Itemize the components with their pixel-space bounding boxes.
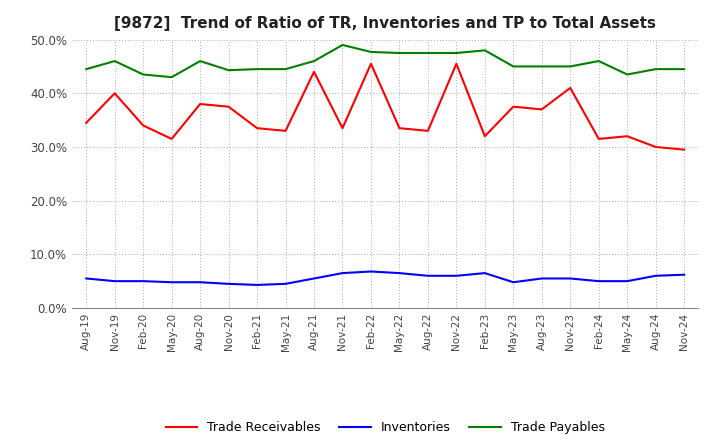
Inventories — [680, 272, 688, 277]
Trade Payables — [82, 66, 91, 72]
Inventories — [282, 281, 290, 286]
Trade Receivables — [225, 104, 233, 109]
Trade Payables — [253, 66, 261, 72]
Trade Payables — [423, 50, 432, 55]
Trade Payables — [167, 74, 176, 80]
Trade Payables — [452, 50, 461, 55]
Trade Receivables — [452, 61, 461, 66]
Trade Receivables — [82, 120, 91, 125]
Trade Receivables — [395, 125, 404, 131]
Inventories — [423, 273, 432, 279]
Line: Trade Payables: Trade Payables — [86, 45, 684, 77]
Trade Receivables — [310, 69, 318, 74]
Trade Receivables — [480, 134, 489, 139]
Inventories — [395, 271, 404, 276]
Trade Receivables — [366, 61, 375, 66]
Trade Receivables — [110, 91, 119, 96]
Trade Receivables — [652, 144, 660, 150]
Trade Payables — [366, 49, 375, 55]
Trade Payables — [139, 72, 148, 77]
Inventories — [310, 276, 318, 281]
Inventories — [338, 271, 347, 276]
Inventories — [509, 279, 518, 285]
Inventories — [652, 273, 660, 279]
Trade Payables — [509, 64, 518, 69]
Inventories — [537, 276, 546, 281]
Trade Payables — [595, 59, 603, 64]
Trade Payables — [537, 64, 546, 69]
Trade Receivables — [253, 125, 261, 131]
Trade Receivables — [595, 136, 603, 142]
Trade Receivables — [537, 107, 546, 112]
Trade Receivables — [139, 123, 148, 128]
Trade Payables — [110, 59, 119, 64]
Trade Receivables — [338, 125, 347, 131]
Trade Payables — [196, 59, 204, 64]
Trade Payables — [225, 68, 233, 73]
Trade Payables — [623, 72, 631, 77]
Inventories — [82, 276, 91, 281]
Trade Payables — [282, 66, 290, 72]
Line: Inventories: Inventories — [86, 271, 684, 285]
Trade Receivables — [509, 104, 518, 109]
Line: Trade Receivables: Trade Receivables — [86, 64, 684, 150]
Inventories — [623, 279, 631, 284]
Trade Payables — [480, 48, 489, 53]
Trade Receivables — [680, 147, 688, 152]
Trade Receivables — [282, 128, 290, 133]
Inventories — [139, 279, 148, 284]
Trade Receivables — [196, 101, 204, 106]
Inventories — [566, 276, 575, 281]
Trade Receivables — [623, 134, 631, 139]
Legend: Trade Receivables, Inventories, Trade Payables: Trade Receivables, Inventories, Trade Pa… — [161, 416, 610, 439]
Inventories — [110, 279, 119, 284]
Trade Receivables — [566, 85, 575, 91]
Trade Payables — [652, 66, 660, 72]
Inventories — [196, 279, 204, 285]
Trade Payables — [338, 42, 347, 48]
Trade Payables — [566, 64, 575, 69]
Trade Payables — [395, 50, 404, 55]
Inventories — [167, 279, 176, 285]
Title: [9872]  Trend of Ratio of TR, Inventories and TP to Total Assets: [9872] Trend of Ratio of TR, Inventories… — [114, 16, 656, 32]
Inventories — [480, 271, 489, 276]
Inventories — [253, 282, 261, 288]
Trade Payables — [680, 66, 688, 72]
Trade Receivables — [167, 136, 176, 142]
Inventories — [595, 279, 603, 284]
Inventories — [225, 281, 233, 286]
Trade Receivables — [423, 128, 432, 133]
Inventories — [452, 273, 461, 279]
Inventories — [366, 269, 375, 274]
Trade Payables — [310, 59, 318, 64]
